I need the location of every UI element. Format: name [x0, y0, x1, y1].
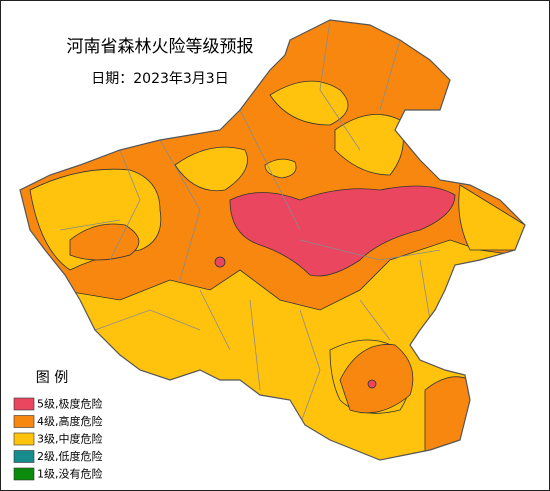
level-3-area — [174, 146, 248, 192]
map-title: 河南省森林火险等级预报 — [67, 37, 254, 57]
legend-swatch — [13, 397, 35, 411]
legend-swatch — [13, 432, 35, 446]
level-4-area — [69, 223, 140, 261]
legend: 5级,极度危险 4级,高度危险 3级,中度危险 2级,低度危险 1级,没有危险 — [13, 397, 103, 481]
legend-title: 图 例 — [36, 370, 68, 386]
legend-swatch — [13, 450, 35, 463]
level-5-area — [367, 379, 377, 389]
level-5-area — [229, 185, 456, 277]
legend-label: 4级,高度危险 — [37, 414, 103, 428]
level-3-area — [334, 114, 404, 176]
legend-label: 5级,极度危险 — [37, 397, 103, 411]
legend-label: 1级,没有危险 — [37, 467, 103, 481]
county-borders — [59, 20, 441, 426]
level-4-area — [339, 344, 414, 414]
level-3-area — [269, 80, 349, 126]
level-5-area — [214, 256, 226, 268]
legend-swatch — [13, 415, 35, 428]
map-date: 日期：2023年3月3日 — [91, 71, 228, 87]
level-3-area — [458, 184, 525, 251]
legend-swatch — [13, 467, 35, 481]
level-3-area — [264, 158, 297, 179]
legend-label: 3级,中度危险 — [37, 432, 103, 446]
legend-label: 2级,低度危险 — [37, 449, 103, 463]
